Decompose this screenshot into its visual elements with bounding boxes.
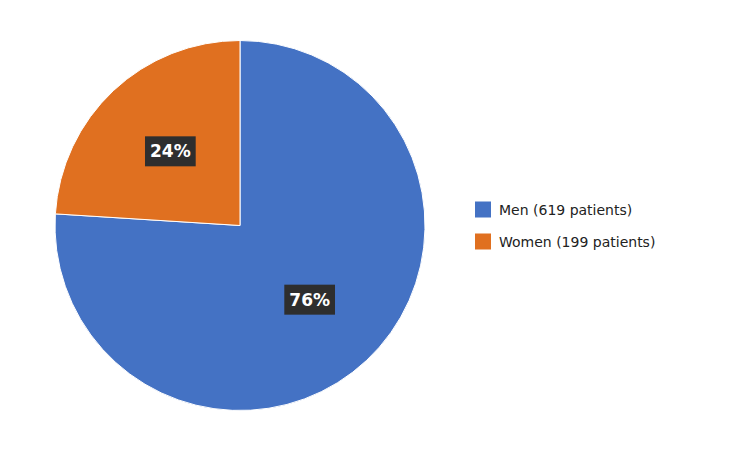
- legend-swatch: [475, 234, 491, 250]
- legend-swatch: [475, 202, 491, 218]
- data-label-box: [284, 285, 335, 315]
- data-label-group: 76%: [284, 285, 335, 315]
- legend: Men (619 patients) Women (199 patients): [475, 202, 655, 250]
- legend-item: Men (619 patients): [475, 202, 632, 218]
- pie-slice: [55, 41, 425, 411]
- data-label-group: 24%: [145, 136, 196, 166]
- data-label: 24%: [150, 141, 191, 161]
- data-label: 76%: [289, 290, 330, 310]
- pie-slice: [55, 41, 240, 226]
- pie: [55, 41, 425, 411]
- data-label-box: [145, 136, 196, 166]
- legend-label: Men (619 patients): [499, 202, 632, 218]
- data-labels: 76% 24%: [145, 136, 335, 314]
- legend-item: Women (199 patients): [475, 234, 655, 250]
- chart-svg: 76% 24% Men (619 patients) Women (199 patie…: [0, 0, 752, 451]
- legend-label: Women (199 patients): [499, 234, 655, 250]
